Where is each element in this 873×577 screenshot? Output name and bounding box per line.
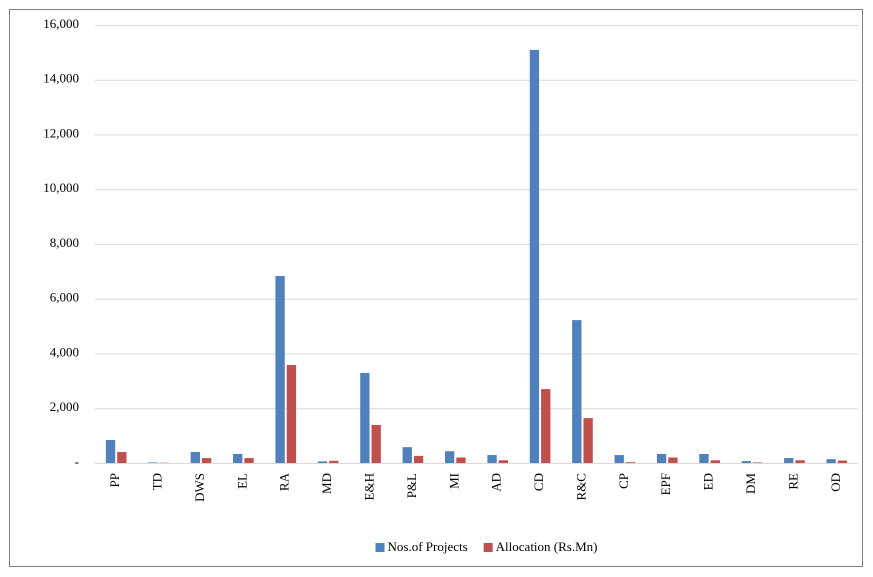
bar <box>784 458 794 463</box>
legend-swatch <box>483 543 493 552</box>
x-tick-label: EPF <box>658 473 673 495</box>
bar <box>741 461 752 463</box>
bar <box>317 461 328 463</box>
x-tick-label: DWS <box>192 473 207 502</box>
bar <box>529 49 540 463</box>
y-tick-label: 14,000 <box>43 71 79 86</box>
x-tick-label: CD <box>531 473 546 491</box>
bar <box>795 460 805 463</box>
bar <box>498 460 509 463</box>
x-tick-label: TD <box>150 473 165 490</box>
bar <box>487 455 497 463</box>
legend: Nos.of Projects Allocation (Rs.Mn) <box>375 539 598 554</box>
bar <box>572 320 582 463</box>
bar <box>614 455 624 463</box>
bar <box>456 457 466 463</box>
bar <box>668 457 678 463</box>
x-tick-label: RE <box>785 473 800 490</box>
bar <box>541 389 551 463</box>
y-tick-label: 10,000 <box>43 180 79 195</box>
x-tick-label: AD <box>489 473 504 492</box>
bar <box>656 453 667 463</box>
y-tick-label: 4,000 <box>50 344 79 359</box>
bar <box>148 462 158 463</box>
y-tick-label: 2,000 <box>50 399 79 414</box>
x-tick-label: P&L <box>404 473 419 498</box>
y-tick-label: 12,000 <box>43 125 79 140</box>
y-tick-label: 6,000 <box>50 290 79 305</box>
x-tick-label: RA <box>277 472 292 491</box>
y-tick-label: - <box>75 454 79 469</box>
bar <box>201 458 212 463</box>
legend-swatch <box>375 543 385 552</box>
x-tick-label: R&C <box>573 473 588 500</box>
chart-frame <box>9 9 863 567</box>
bar <box>329 460 339 463</box>
legend-label: Nos.of Projects <box>388 539 468 554</box>
bar <box>837 460 848 463</box>
y-tick-label: 16,000 <box>43 16 79 31</box>
legend-label: Allocation (Rs.Mn) <box>496 539 598 554</box>
x-tick-label: DM <box>743 473 758 494</box>
x-tick-label: PP <box>107 473 122 487</box>
bar <box>444 451 455 463</box>
x-tick-label: EL <box>234 473 249 489</box>
bar <box>371 424 381 463</box>
bar <box>244 458 254 463</box>
bar <box>105 440 116 463</box>
bar <box>413 455 424 463</box>
bar <box>402 447 412 463</box>
bar <box>117 452 127 463</box>
x-tick-label: MD <box>319 473 334 494</box>
bar <box>753 462 763 463</box>
bar <box>583 418 593 463</box>
bar <box>233 453 243 463</box>
bar <box>710 460 720 463</box>
bar <box>286 364 297 463</box>
bar <box>190 452 200 463</box>
x-tick-label: ED <box>701 473 716 490</box>
x-tick-label: CP <box>616 473 631 489</box>
bar <box>699 453 709 463</box>
x-tick-label: E&H <box>362 473 377 500</box>
bar <box>360 372 370 463</box>
x-tick-label: MI <box>446 473 461 489</box>
bar <box>275 276 285 463</box>
y-tick-label: 8,000 <box>50 235 79 250</box>
x-tick-label: OD <box>828 473 843 492</box>
bar <box>826 459 836 463</box>
bar <box>625 462 636 463</box>
